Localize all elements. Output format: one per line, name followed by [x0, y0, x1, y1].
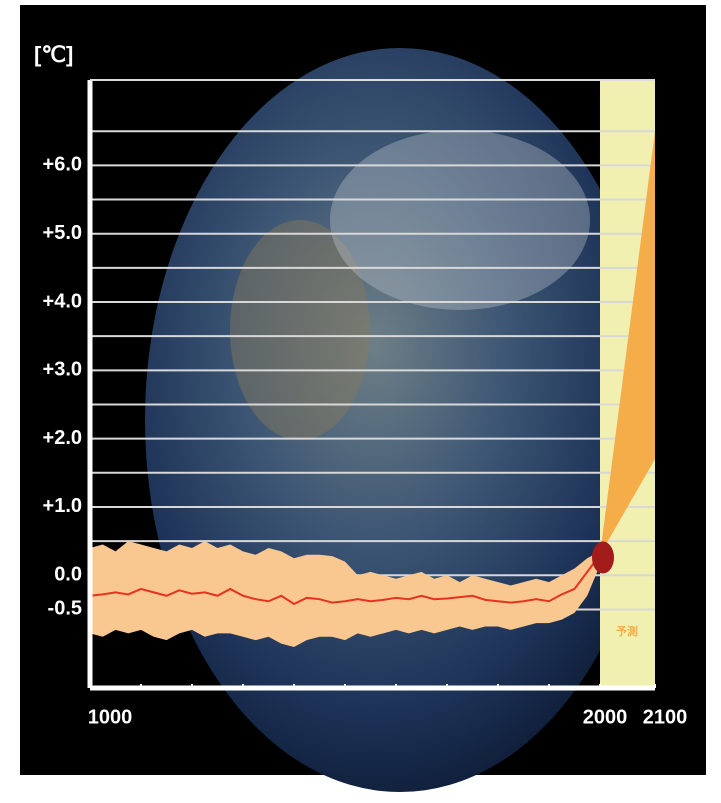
- y-tick-label: -0.5: [48, 598, 82, 620]
- y-tick-label: +5.0: [43, 222, 82, 244]
- land: [230, 220, 370, 440]
- projection-range: [600, 131, 655, 555]
- mean-line: [89, 554, 601, 606]
- x-tick-label: 2100: [643, 706, 688, 728]
- y-unit: [℃]: [34, 42, 73, 67]
- x-tick-label: 2000: [583, 706, 628, 728]
- projection-label: 予測: [616, 624, 638, 638]
- range-band: [90, 541, 600, 648]
- marker: [592, 541, 614, 574]
- clouds: [330, 130, 590, 310]
- y-tick-label: +6.0: [43, 154, 82, 176]
- plot: -0.5 0.0 +1.0 +2.0 +3.0 +4.0 +5.0 +6.0 予測 1000 200…: [43, 79, 688, 728]
- x-tick-label: 1000: [88, 706, 133, 728]
- y-tick-label: +3.0: [43, 359, 82, 381]
- y-tick-label: 0.0: [54, 564, 82, 586]
- y-tick-label: +4.0: [43, 290, 82, 312]
- y-tick-label: +2.0: [43, 427, 82, 449]
- y-tick-label: +1.0: [43, 495, 82, 517]
